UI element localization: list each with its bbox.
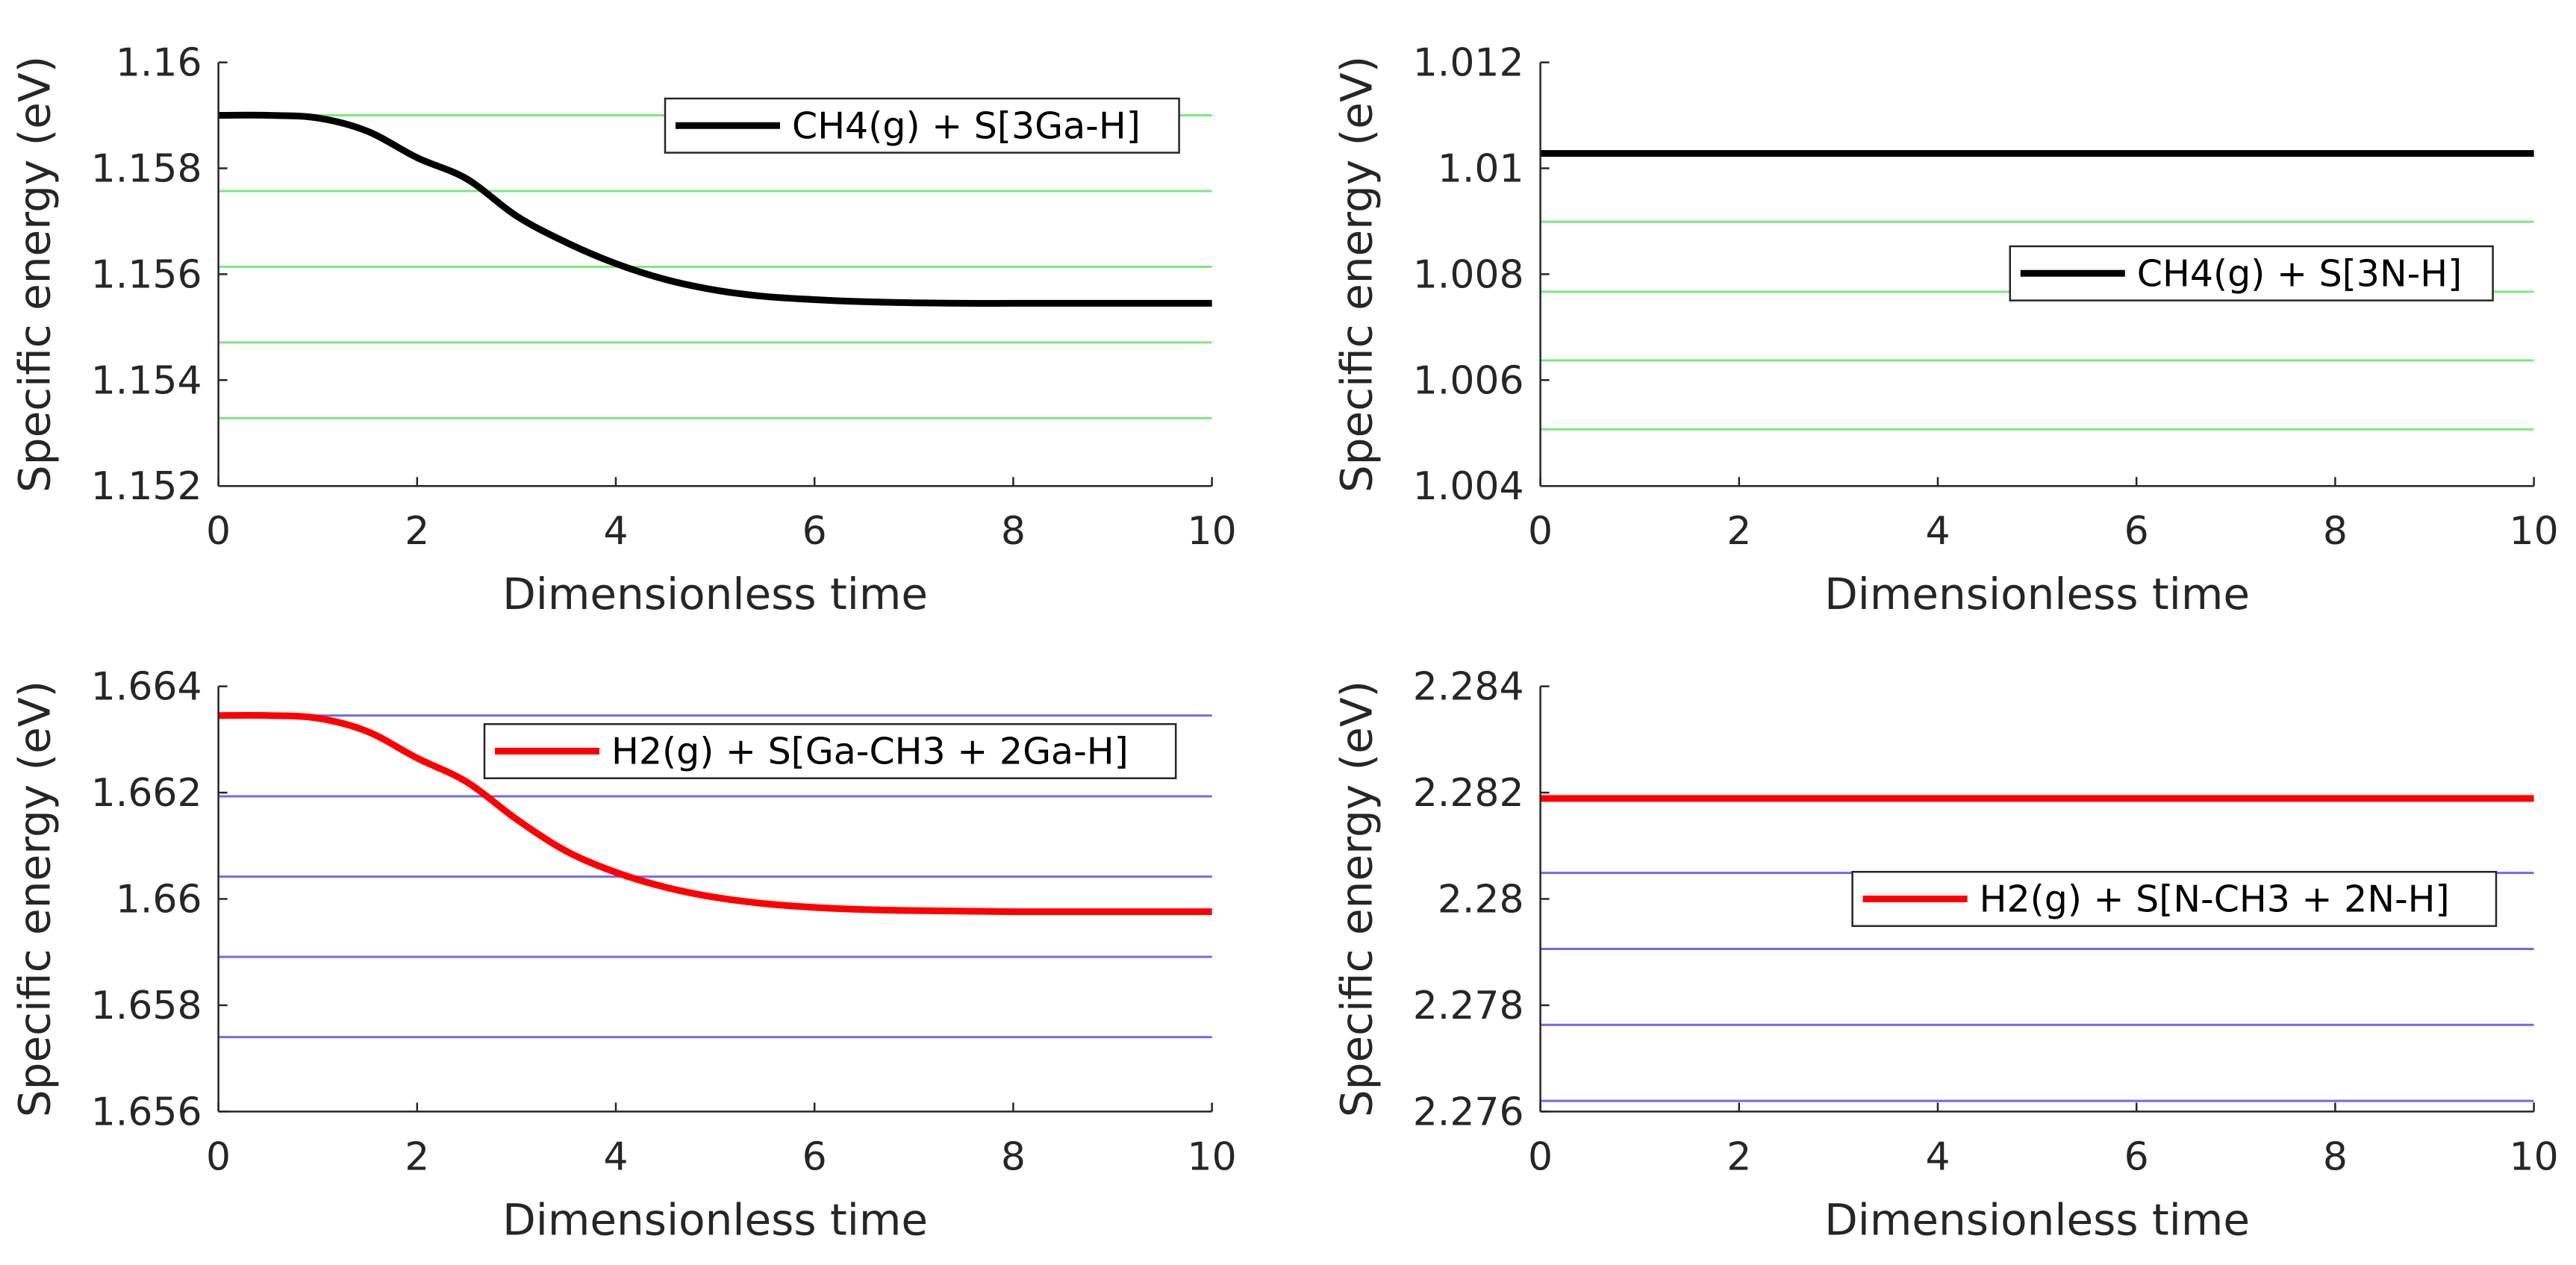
panel-1-legend-label: CH4(g) + S[3Ga-H] bbox=[792, 104, 1141, 147]
panel-3-xtick-label: 8 bbox=[1001, 1134, 1026, 1179]
panel-4-axes bbox=[1539, 685, 2535, 1113]
panel-2-ytick-label: 1.004 bbox=[1413, 464, 1524, 509]
panel-4-xtick-label: 10 bbox=[2510, 1134, 2559, 1179]
panel-3-x-axis-label: Dimensionless time bbox=[502, 1194, 928, 1245]
panel-4-xtick-label: 0 bbox=[1528, 1134, 1553, 1179]
panel-2-y-axis-label: Specific energy (eV) bbox=[1332, 56, 1382, 493]
panel-4-xtick-label: 2 bbox=[1727, 1134, 1751, 1179]
panel-1-xtick-label: 2 bbox=[405, 509, 429, 554]
panel-2-xtick-label: 6 bbox=[2124, 509, 2149, 554]
panel-3-series bbox=[218, 712, 1212, 916]
panel-3-axes bbox=[217, 685, 1213, 1113]
panel-2-ytick-label: 1.012 bbox=[1413, 41, 1524, 86]
panel-1-ytick-label: 1.158 bbox=[91, 147, 202, 192]
panel-3-legend: H2(g) + S[Ga-CH3 + 2Ga-H] bbox=[483, 722, 1177, 780]
panel-4-y-axis-label: Specific energy (eV) bbox=[1332, 681, 1382, 1117]
panel-1-ytick-label: 1.156 bbox=[91, 252, 202, 297]
panel-3-xtick-label: 10 bbox=[1188, 1134, 1237, 1179]
panel-2-axes bbox=[1539, 61, 2535, 487]
panel-2-x-axis-label: Dimensionless time bbox=[1824, 569, 2250, 619]
panel-3-xtick-label: 0 bbox=[206, 1134, 231, 1179]
panel-3-xtick-label: 6 bbox=[802, 1134, 827, 1179]
panel-3-xtick-labels: 0 2 4 6 8 10 bbox=[206, 1134, 1237, 1179]
panel-2-legend-label: CH4(g) + S[3N-H] bbox=[2137, 252, 2462, 295]
panel-1-x-axis-label: Dimensionless time bbox=[502, 569, 928, 619]
series-line bbox=[218, 111, 1212, 307]
series-line bbox=[218, 712, 1212, 916]
panel-4-xtick-label: 8 bbox=[2323, 1134, 2348, 1179]
panel-4-legend: H2(g) + S[N-CH3 + 2N-H] bbox=[1851, 870, 2498, 928]
panel-1-ytick-label: 1.152 bbox=[91, 464, 202, 509]
panel-3-legend-box bbox=[483, 722, 1177, 780]
panel-3-y-axis-label: Specific energy (eV) bbox=[10, 681, 60, 1117]
panel-1-xtick-label: 0 bbox=[206, 509, 231, 554]
panel-2-xtick-label: 8 bbox=[2323, 509, 2348, 554]
panel-2-xtick-label: 10 bbox=[2510, 509, 2559, 554]
panel-1-axes bbox=[217, 61, 1213, 487]
panel-1-ytick-label: 1.16 bbox=[116, 41, 202, 86]
panel-2-ytick-label: 1.008 bbox=[1413, 252, 1524, 297]
panel-1-series bbox=[218, 111, 1212, 307]
panel-1-legend: CH4(g) + S[3Ga-H] bbox=[664, 97, 1180, 154]
panel-3-ytick-label: 1.662 bbox=[91, 771, 202, 816]
panel-3-xtick-label: 4 bbox=[603, 1134, 628, 1179]
panel-2-ytick-labels: 1.004 1.006 1.008 1.01 1.012 bbox=[1413, 41, 1524, 510]
panel-2-ytick-label: 1.006 bbox=[1413, 358, 1524, 403]
panel-1-xtick-label: 4 bbox=[603, 509, 628, 554]
panel-3-legend-label: H2(g) + S[Ga-CH3 + 2Ga-H] bbox=[611, 731, 1129, 773]
panel-2-xtick-label: 0 bbox=[1528, 509, 1553, 554]
panel-3: 1.656 1.658 1.66 1.662 1.664 0 2 4 6 8 1… bbox=[10, 665, 1237, 1246]
panel-3-ytick-label: 1.664 bbox=[91, 665, 202, 710]
panel-4-ytick-label: 2.282 bbox=[1413, 771, 1524, 816]
panel-4-x-axis-label: Dimensionless time bbox=[1824, 1194, 2250, 1245]
panel-3-ytick-labels: 1.656 1.658 1.66 1.662 1.664 bbox=[91, 665, 202, 1135]
panel-1: 1.152 1.154 1.156 1.158 1.16 0 2 4 6 8 1… bbox=[10, 41, 1237, 620]
panel-4: 2.276 2.278 2.28 2.282 2.284 0 2 4 6 8 1… bbox=[1332, 665, 2559, 1246]
panel-2: 1.004 1.006 1.008 1.01 1.012 0 2 4 6 8 1… bbox=[1332, 41, 2559, 620]
panel-4-xtick-label: 4 bbox=[1925, 1134, 1950, 1179]
panel-2-xtick-labels: 0 2 4 6 8 10 bbox=[1528, 509, 2559, 554]
panel-1-xtick-label: 8 bbox=[1001, 509, 1026, 554]
panel-4-xtick-labels: 0 2 4 6 8 10 bbox=[1528, 1134, 2559, 1179]
panel-1-xtick-label: 6 bbox=[802, 509, 827, 554]
panel-3-xtick-label: 2 bbox=[405, 1134, 429, 1179]
panel-3-ytick-label: 1.66 bbox=[116, 878, 202, 922]
panel-4-xtick-label: 6 bbox=[2124, 1134, 2149, 1179]
panel-1-xtick-label: 10 bbox=[1188, 509, 1237, 554]
panel-4-ytick-label: 2.276 bbox=[1413, 1090, 1524, 1134]
panel-3-ytick-label: 1.658 bbox=[91, 984, 202, 1028]
panel-4-ytick-labels: 2.276 2.278 2.28 2.282 2.284 bbox=[1413, 665, 1524, 1135]
panel-3-ytick-label: 1.656 bbox=[91, 1090, 202, 1134]
panel-3-reference-lines bbox=[218, 714, 1212, 1039]
panel-2-xtick-label: 4 bbox=[1925, 509, 1950, 554]
panel-4-ytick-label: 2.284 bbox=[1413, 665, 1524, 710]
panel-4-legend-label: H2(g) + S[N-CH3 + 2N-H] bbox=[1980, 878, 2450, 921]
panel-4-ytick-label: 2.28 bbox=[1438, 878, 1524, 922]
panel-1-ytick-labels: 1.152 1.154 1.156 1.158 1.16 bbox=[91, 41, 202, 510]
panel-2-legend: CH4(g) + S[3N-H] bbox=[2009, 245, 2494, 302]
panel-2-ytick-label: 1.01 bbox=[1438, 147, 1524, 192]
panel-2-xtick-label: 2 bbox=[1727, 509, 1751, 554]
panel-4-ytick-label: 2.278 bbox=[1413, 984, 1524, 1028]
panel-1-ytick-label: 1.154 bbox=[91, 358, 202, 403]
panel-1-y-axis-label: Specific energy (eV) bbox=[10, 56, 60, 493]
panel-1-xtick-labels: 0 2 4 6 8 10 bbox=[206, 509, 1237, 554]
